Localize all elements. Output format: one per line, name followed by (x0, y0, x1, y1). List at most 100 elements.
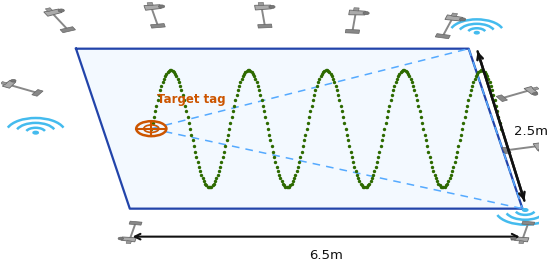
Point (199, 179, 208, 184)
Point (325, 70, 334, 74)
Point (395, 72, 404, 76)
Point (398, 69, 407, 73)
Point (466, 88, 475, 93)
Point (332, 88, 341, 93)
Circle shape (363, 12, 369, 15)
Point (305, 115, 314, 119)
Circle shape (33, 131, 38, 134)
Point (237, 77, 246, 81)
Point (393, 77, 402, 81)
Point (183, 115, 192, 119)
Bar (496, 95, 507, 102)
Point (160, 77, 168, 81)
Point (489, 93, 498, 97)
Point (428, 165, 437, 169)
Point (485, 80, 494, 84)
Point (151, 109, 160, 113)
Point (287, 181, 296, 186)
Point (162, 72, 171, 76)
Point (456, 132, 465, 137)
Point (449, 165, 458, 169)
Point (420, 132, 429, 137)
Point (425, 155, 434, 159)
Point (461, 109, 470, 113)
Point (470, 77, 479, 81)
Point (238, 74, 247, 78)
Point (450, 160, 459, 164)
Point (418, 121, 427, 125)
Polygon shape (44, 9, 62, 16)
Point (206, 185, 214, 189)
Point (236, 80, 245, 84)
Bar (45, 8, 53, 12)
Point (376, 144, 385, 148)
Point (270, 155, 279, 159)
Point (435, 183, 444, 188)
Point (264, 126, 273, 131)
Point (458, 126, 466, 131)
Point (459, 121, 468, 125)
Text: 6.5m: 6.5m (309, 249, 343, 262)
Bar (126, 241, 131, 244)
Point (250, 74, 259, 78)
Point (460, 115, 469, 119)
Point (473, 72, 481, 76)
Bar (0, 81, 7, 85)
Point (386, 98, 395, 102)
Point (227, 115, 236, 119)
Point (438, 185, 447, 189)
Point (358, 184, 367, 189)
Point (289, 179, 297, 184)
Point (297, 150, 306, 154)
Point (334, 93, 342, 97)
Point (211, 179, 220, 184)
Bar (345, 29, 360, 34)
Point (299, 144, 307, 148)
Point (172, 74, 181, 78)
Point (365, 181, 374, 186)
Point (207, 184, 216, 189)
Point (350, 165, 359, 169)
Bar (519, 241, 524, 244)
Point (320, 69, 329, 73)
Point (496, 126, 505, 131)
Polygon shape (445, 15, 463, 21)
Point (269, 150, 278, 154)
Point (478, 68, 486, 72)
Point (197, 173, 206, 177)
Point (228, 109, 237, 113)
Point (319, 70, 327, 74)
Point (414, 103, 423, 108)
Point (192, 155, 201, 159)
Bar (147, 2, 153, 6)
Point (279, 181, 288, 186)
Point (296, 155, 305, 159)
Point (301, 132, 310, 137)
Point (231, 98, 240, 102)
Point (490, 98, 499, 102)
Point (178, 93, 187, 97)
Point (310, 93, 319, 97)
Point (338, 115, 347, 119)
Point (186, 126, 194, 131)
Point (255, 88, 264, 93)
Point (247, 70, 256, 74)
Point (495, 121, 504, 125)
Bar (451, 13, 458, 17)
Bar (258, 2, 264, 6)
Point (148, 121, 157, 125)
Point (307, 103, 316, 108)
Point (252, 80, 261, 84)
Point (309, 98, 317, 102)
Point (241, 70, 250, 74)
Point (340, 121, 349, 125)
Point (229, 103, 238, 108)
Point (285, 184, 294, 189)
Point (171, 72, 179, 76)
Point (276, 176, 285, 181)
Point (209, 181, 218, 186)
Point (316, 74, 325, 78)
Point (437, 184, 445, 189)
Point (258, 103, 267, 108)
Point (377, 138, 386, 143)
